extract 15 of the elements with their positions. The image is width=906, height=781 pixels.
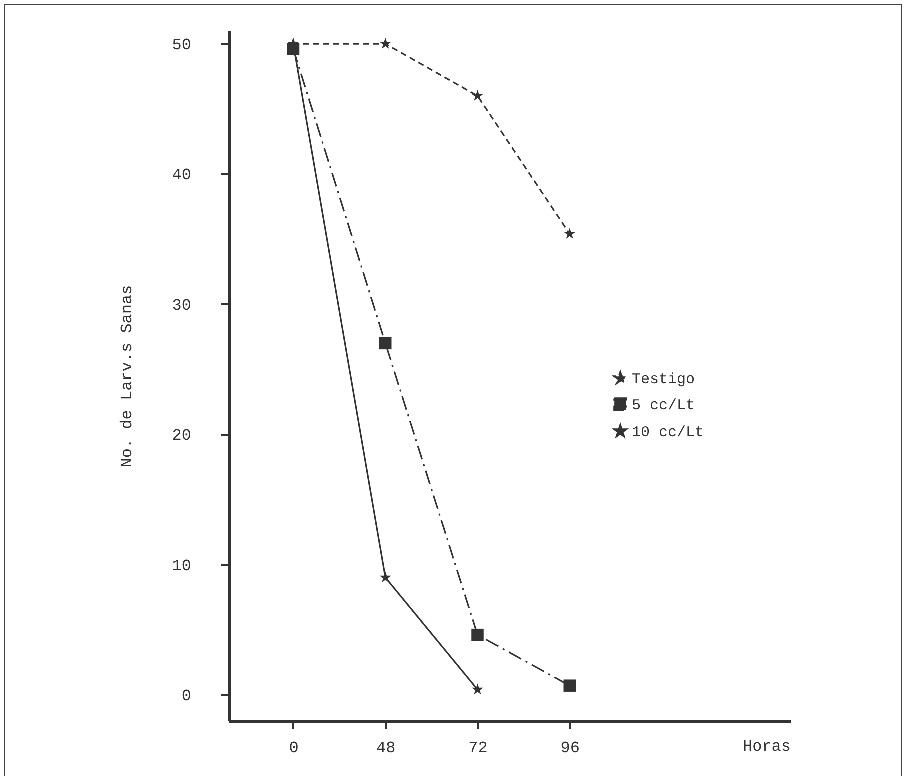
y-tick-label: 0 [182, 687, 192, 706]
y-tick-label: 20 [172, 427, 192, 446]
x-tick-label: 96 [560, 740, 580, 758]
legend-label: 5 cc/Lt [632, 398, 696, 414]
y-tick-label: 10 [172, 557, 192, 576]
y-axis-title: No. de Larv.s Sanas [118, 285, 136, 468]
text: Horas [742, 738, 791, 756]
x-tick-label: 0 [289, 740, 299, 758]
x-tick-label: 48 [376, 740, 396, 758]
y-tick-label: 50 [172, 36, 192, 55]
y-tick-label: 40 [172, 166, 192, 185]
x-tick-label: 72 [468, 740, 488, 758]
legend-label: Testigo [632, 372, 696, 388]
y-tick-label: 30 [172, 296, 192, 315]
legend-label: 10 cc/Lt [632, 424, 704, 442]
